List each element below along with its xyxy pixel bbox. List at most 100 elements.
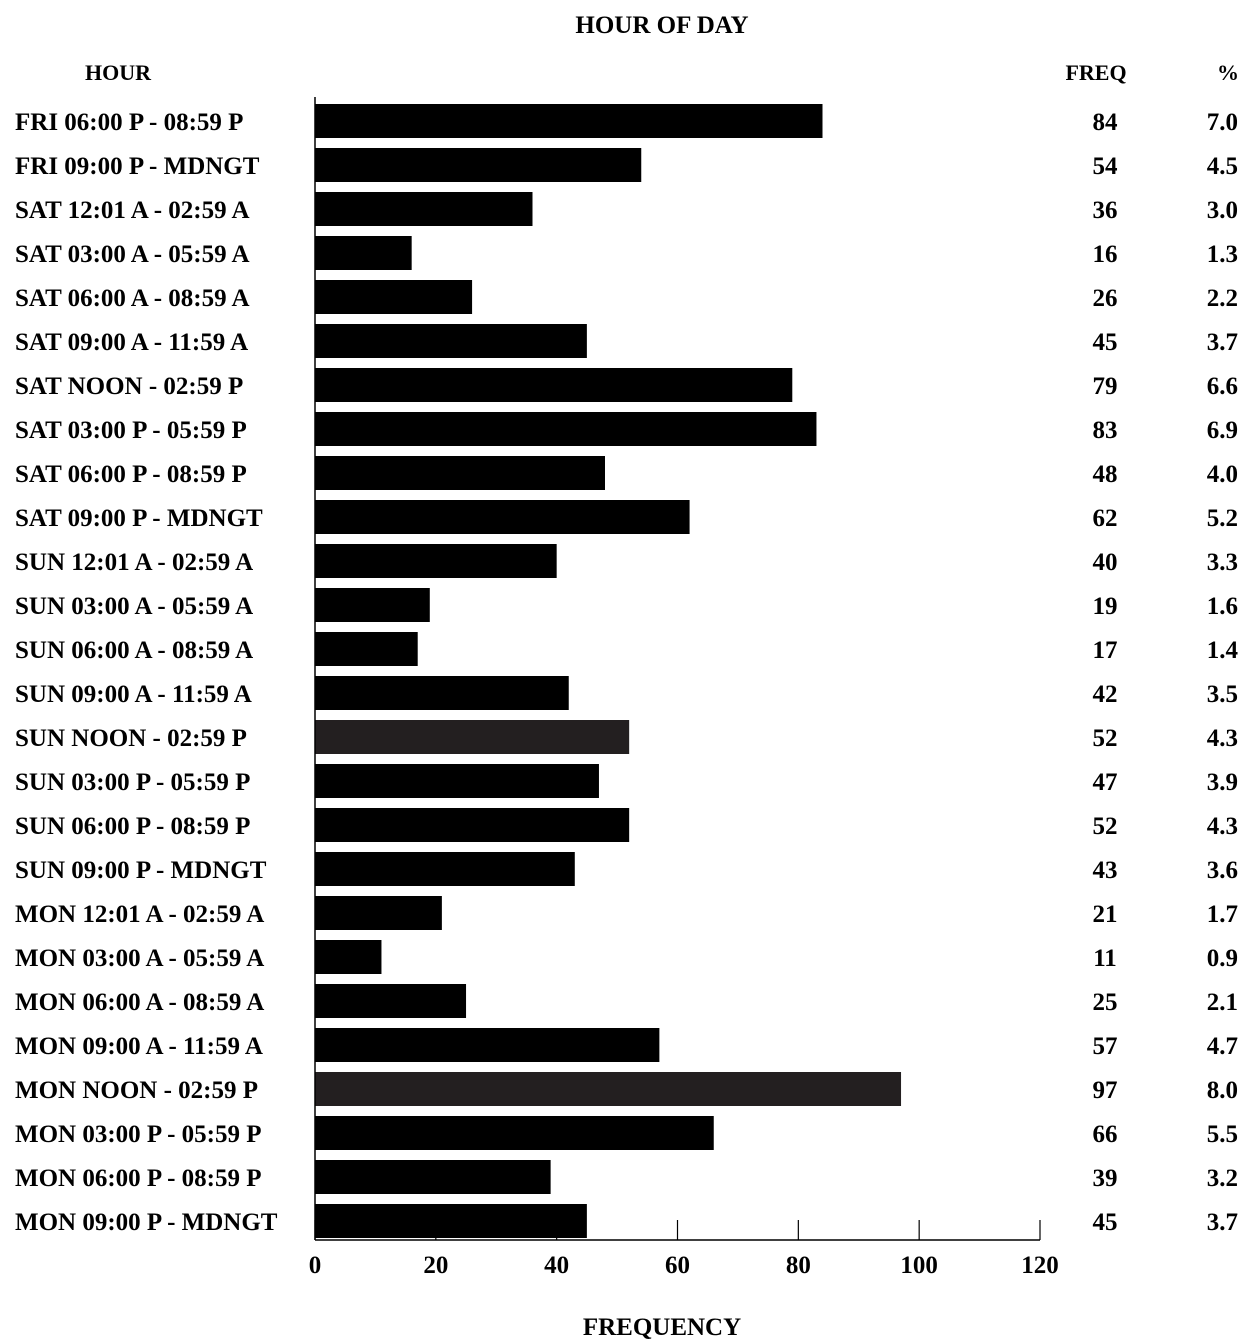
bar [315,984,467,1018]
freq-value: 62 [1093,505,1118,532]
category-label: MON 03:00 P - 05:59 P [15,1121,261,1148]
category-label: SUN 06:00 P - 08:59 P [15,813,250,840]
x-tick-label: 0 [309,1252,322,1279]
freq-value: 17 [1093,637,1118,664]
category-label: SAT 12:01 A - 02:59 A [15,197,250,224]
percent-column-header: % [1217,60,1239,85]
category-label: MON 06:00 A - 08:59 A [15,989,264,1016]
freq-value: 11 [1093,945,1117,972]
bar [315,104,823,138]
percent-value: 3.3 [1207,549,1238,576]
freq-value: 42 [1093,681,1118,708]
freq-value: 36 [1093,197,1118,224]
bars-group [315,104,902,1238]
freq-value: 16 [1093,241,1118,268]
bar [315,280,473,314]
freq-value: 66 [1093,1121,1118,1148]
bar [315,456,605,490]
freq-value: 84 [1093,109,1119,136]
percent-value: 1.3 [1207,241,1238,268]
bar [315,412,817,446]
category-label: SAT 09:00 A - 11:59 A [15,329,248,356]
x-axis: 0 20 40 60 80 100 120 [309,1220,1059,1279]
freq-value: 21 [1093,901,1118,928]
category-label: FRI 06:00 P - 08:59 P [15,109,243,136]
percent-values: 7.0 4.5 3.0 1.3 2.2 3.7 6.6 6.9 4.0 5.2 3.3 1.6 1.4 3… [1207,109,1239,1236]
freq-value: 83 [1093,417,1118,444]
percent-value: 0.9 [1207,945,1238,972]
category-label: MON NOON - 02:59 P [15,1077,258,1104]
percent-value: 2.2 [1207,285,1238,312]
bar [315,236,412,270]
bar [315,764,599,798]
freq-value: 43 [1093,857,1118,884]
category-label: SUN 03:00 P - 05:59 P [15,769,250,796]
freq-value: 57 [1093,1033,1118,1060]
freq-value: 47 [1093,769,1118,796]
freq-values: 84 54 36 16 26 45 79 83 48 62 40 19 17 42 52 47 52 43 21 11… [1093,109,1119,1236]
x-tick-label: 60 [665,1252,690,1279]
bar [315,148,642,182]
percent-value: 3.0 [1207,197,1238,224]
category-label: MON 09:00 A - 11:59 A [15,1033,263,1060]
percent-value: 7.0 [1207,109,1238,136]
percent-value: 4.0 [1207,461,1238,488]
x-tick-label: 80 [786,1252,811,1279]
bar [315,808,630,842]
freq-value: 45 [1093,1209,1118,1236]
bar [315,852,575,886]
percent-value: 4.3 [1207,813,1238,840]
category-label: SAT 06:00 A - 08:59 A [15,285,250,312]
bar [315,1028,660,1062]
bar [315,544,557,578]
freq-column-header: FREQ [1065,60,1126,85]
freq-value: 52 [1093,725,1118,752]
percent-value: 2.1 [1207,989,1238,1016]
category-label: SUN NOON - 02:59 P [15,725,247,752]
percent-value: 1.4 [1207,637,1239,664]
freq-value: 40 [1093,549,1118,576]
bar [315,1072,902,1106]
percent-value: 4.5 [1207,153,1238,180]
freq-value: 45 [1093,329,1118,356]
category-label: SUN 09:00 P - MDNGT [15,857,267,884]
bar [315,896,442,930]
percent-value: 3.7 [1207,1209,1238,1236]
percent-value: 5.5 [1207,1121,1238,1148]
category-label: SAT 03:00 A - 05:59 A [15,241,250,268]
freq-value: 54 [1093,153,1119,180]
category-label: SUN 09:00 A - 11:59 A [15,681,252,708]
percent-value: 3.2 [1207,1165,1238,1192]
x-axis-title: FREQUENCY [583,1314,741,1340]
bar [315,368,793,402]
percent-value: 3.7 [1207,329,1238,356]
x-tick-label: 20 [423,1252,448,1279]
freq-value: 79 [1093,373,1118,400]
bar [315,1116,714,1150]
percent-value: 8.0 [1207,1077,1238,1104]
percent-value: 4.7 [1207,1033,1238,1060]
x-tick-label: 120 [1021,1252,1059,1279]
freq-value: 19 [1093,593,1118,620]
freq-value: 97 [1093,1077,1118,1104]
x-tick-label: 40 [544,1252,569,1279]
percent-value: 6.6 [1207,373,1238,400]
category-label: MON 12:01 A - 02:59 A [15,901,264,928]
category-label: FRI 09:00 P - MDNGT [15,153,260,180]
category-label: SAT 03:00 P - 05:59 P [15,417,247,444]
percent-value: 5.2 [1207,505,1238,532]
category-label: SAT 06:00 P - 08:59 P [15,461,247,488]
percent-value: 3.9 [1207,769,1238,796]
category-label: SAT NOON - 02:59 P [15,373,243,400]
percent-value: 3.5 [1207,681,1238,708]
freq-value: 26 [1093,285,1118,312]
category-label: SUN 03:00 A - 05:59 A [15,593,253,620]
category-label: SAT 09:00 P - MDNGT [15,505,263,532]
bar [315,940,382,974]
bar [315,588,430,622]
bar [315,1204,587,1238]
x-tick-label: 100 [900,1252,938,1279]
category-label: MON 06:00 P - 08:59 P [15,1165,261,1192]
percent-value: 1.7 [1207,901,1238,928]
